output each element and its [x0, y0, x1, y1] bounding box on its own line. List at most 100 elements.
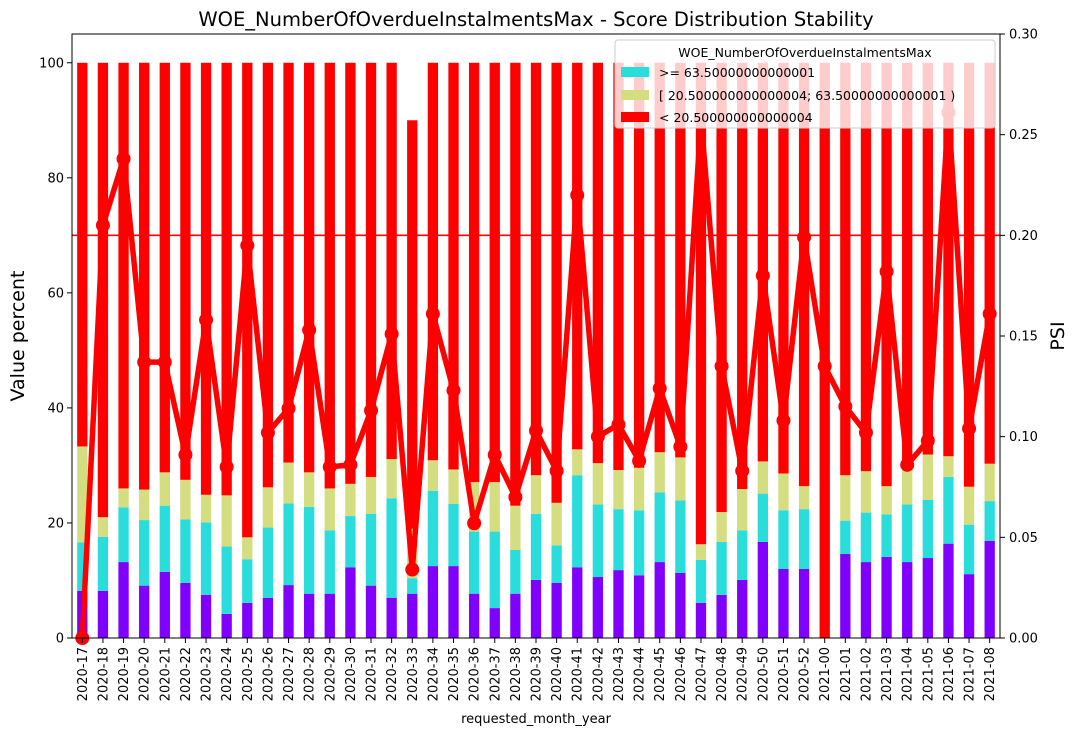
bar-segment-1-8 [242, 559, 253, 603]
bar-segment-2-7 [221, 495, 232, 547]
bar-segment-2-4 [159, 472, 170, 506]
bar-segment-0-14 [365, 585, 377, 638]
y-axis-left: 0 20 40 60 80 100 [39, 56, 72, 647]
x-tick-label: 2020-41 [571, 647, 586, 701]
bar-segment-1-11 [304, 506, 315, 594]
psi-point-36 [817, 359, 832, 374]
bar-segment-3-4 [159, 62, 170, 473]
x-tick-label: 2020-21 [158, 647, 173, 701]
psi-point-38 [858, 425, 873, 440]
psi-point-5 [178, 447, 193, 462]
psi-point-19 [467, 516, 482, 531]
psi-point-35 [797, 230, 812, 245]
x-tick-label: 2020-47 [694, 647, 709, 701]
legend-label-0: >= 63.50000000000001 [659, 65, 815, 80]
bar-segment-0-12 [324, 593, 335, 638]
bar-segment-0-26 [613, 570, 624, 638]
legend-label-2: < 20.500000000000004 [659, 110, 813, 125]
bar-segment-0-31 [716, 594, 727, 638]
bar-segment-0-27 [633, 575, 645, 638]
psi-point-14 [364, 403, 379, 418]
x-tick-label: 2020-28 [303, 647, 318, 701]
bar-segment-0-40 [902, 562, 913, 638]
bar-segment-1-34 [778, 510, 789, 569]
bar-segment-0-39 [881, 556, 892, 638]
bar-segment-1-12 [324, 530, 335, 594]
bar-segment-1-39 [881, 514, 892, 557]
bar-segment-1-21 [510, 549, 521, 594]
bar-segment-2-9 [262, 487, 274, 528]
bar-segment-2-28 [654, 452, 665, 493]
psi-point-20 [487, 447, 502, 462]
psi-point-28 [652, 381, 667, 396]
x-tick-label: 2020-17 [76, 647, 91, 701]
bar-segment-3-20 [489, 62, 500, 483]
bar-segment-3-17 [427, 62, 439, 461]
x-tick-label: 2020-38 [509, 647, 524, 701]
x-tick-label: 2020-20 [138, 647, 153, 701]
bar-segment-1-10 [283, 503, 294, 586]
bar-segment-0-42 [943, 543, 954, 638]
bar-segment-1-40 [902, 504, 913, 563]
x-tick-label: 2020-33 [406, 647, 421, 701]
x-tick-label: 2021-04 [901, 647, 916, 701]
x-tick-label: 2020-40 [550, 647, 565, 701]
bar-segment-1-30 [695, 559, 707, 603]
bar-segment-3-5 [180, 62, 191, 480]
bar-segment-1-20 [489, 531, 500, 609]
y-left-tick-label: 0 [56, 632, 64, 647]
psi-point-44 [982, 306, 997, 321]
bar-segment-2-2 [118, 488, 129, 508]
bar-segment-2-29 [675, 457, 686, 501]
y-left-tick-label: 20 [47, 516, 64, 531]
psi-point-31 [714, 359, 729, 374]
bar-segment-2-3 [139, 489, 150, 521]
bar-segment-3-14 [365, 62, 377, 477]
y-axis-left-label: Value percent [7, 271, 29, 402]
x-tick-label: 2021-07 [963, 647, 978, 701]
bar-segment-3-26 [613, 62, 624, 471]
x-tick-label: 2020-43 [612, 647, 627, 701]
bar-segment-1-25 [592, 504, 604, 578]
bar-segment-0-10 [283, 585, 294, 638]
bar-segment-3-2 [118, 62, 129, 489]
bar-segment-3-16 [407, 120, 418, 529]
bar-segment-2-18 [448, 469, 459, 504]
bar-segment-2-27 [633, 467, 645, 511]
bar-segment-2-35 [798, 486, 810, 510]
bar-segment-3-25 [592, 62, 604, 464]
bar-segment-0-1 [97, 590, 109, 638]
bar-segment-1-17 [427, 490, 439, 567]
bar-segment-3-9 [262, 62, 274, 488]
bar-segment-1-5 [180, 519, 191, 583]
x-tick-label: 2020-24 [220, 647, 235, 701]
bar-segment-3-38 [860, 62, 872, 472]
bar-segment-3-19 [468, 62, 480, 483]
x-tick-label: 2020-44 [633, 647, 648, 701]
bar-segment-0-19 [468, 593, 480, 638]
bar-segment-2-14 [365, 476, 377, 514]
bar-segment-2-23 [551, 502, 562, 546]
bar-segment-0-3 [139, 585, 150, 638]
bar-segment-0-18 [448, 566, 459, 638]
bar-segment-2-12 [324, 488, 335, 531]
x-axis: 2020-17 2020-18 2020-19 2020-20 2020-21 2020-… [76, 638, 998, 701]
bar-segment-2-33 [757, 461, 768, 494]
bar-segment-3-12 [324, 62, 335, 489]
bar-segment-2-1 [97, 517, 109, 537]
bar-segment-0-32 [737, 579, 748, 638]
bar-segment-2-40 [902, 466, 913, 505]
bar-segment-1-33 [757, 493, 768, 542]
y-right-tick-label: 0.10 [1009, 430, 1038, 445]
psi-point-39 [879, 264, 894, 279]
x-tick-label: 2020-37 [488, 647, 503, 701]
bar-segment-3-35 [798, 62, 810, 487]
x-tick-label: 2020-49 [736, 647, 751, 701]
bar-segment-3-40 [902, 62, 913, 467]
bar-segment-2-15 [386, 459, 397, 499]
bar-segment-0-44 [984, 540, 995, 638]
bar-segment-3-32 [737, 62, 748, 490]
x-tick-label: 2020-19 [117, 647, 132, 701]
bar-segment-1-27 [633, 510, 645, 576]
